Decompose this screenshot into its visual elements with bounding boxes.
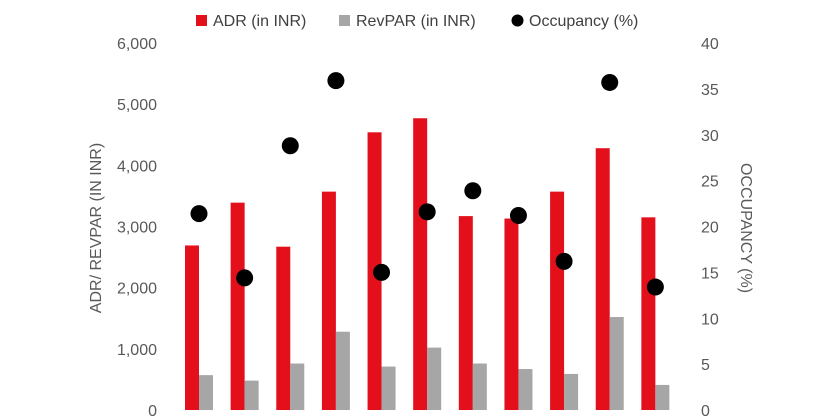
- y-axis-title-left: ADR/ REVPAR (IN INR): [88, 143, 105, 313]
- y2-tick-label: 10: [701, 311, 719, 328]
- revpar-bar: [381, 366, 396, 410]
- occupancy-point: [601, 73, 619, 91]
- y-axis-title-right: OCCUPANCY (%): [737, 163, 754, 293]
- y2-tick-label: 35: [701, 82, 719, 99]
- adr-bar: [276, 246, 291, 410]
- occupancy-point: [509, 206, 527, 224]
- adr-bar: [185, 245, 199, 410]
- occupancy-point: [327, 72, 345, 90]
- y2-tick-label: 0: [701, 403, 710, 417]
- legend-label: ADR (in INR): [213, 13, 306, 30]
- revpar-bar: [335, 331, 350, 410]
- occupancy-point: [373, 263, 391, 281]
- occupancy-point: [236, 269, 254, 287]
- occupancy-point: [555, 252, 573, 270]
- revpar-bar: [564, 373, 579, 410]
- occupancy-point: [464, 182, 482, 200]
- adr-bar: [550, 191, 565, 410]
- bars: [185, 118, 670, 411]
- legend-label: RevPAR (in INR): [356, 13, 476, 30]
- revpar-bar: [427, 347, 442, 410]
- y-axis-right: 0 5 10 15 20 25 30 35 40: [701, 36, 719, 417]
- adr-bar: [413, 118, 428, 411]
- adr-bar: [230, 202, 245, 410]
- adr-bar: [458, 216, 473, 410]
- y2-tick-label: 5: [701, 357, 710, 374]
- y2-tick-label: 20: [701, 220, 719, 237]
- y-tick-label: 3,000: [117, 220, 157, 237]
- y-tick-label: 0: [148, 403, 157, 417]
- y-tick-label: 2,000: [117, 281, 157, 298]
- y-tick-label: 4,000: [117, 158, 157, 175]
- occupancy-points: [190, 72, 664, 296]
- legend-adr-swatch: [196, 15, 207, 26]
- y2-tick-label: 30: [701, 128, 719, 145]
- adr-bar: [595, 148, 610, 410]
- revpar-bar: [244, 380, 259, 410]
- revpar-bar: [655, 384, 670, 410]
- occupancy-point: [418, 203, 436, 221]
- y-tick-label: 5,000: [117, 97, 157, 114]
- legend-revpar-swatch: [339, 15, 350, 26]
- legend-label: Occupancy (%): [529, 13, 638, 30]
- revpar-bar: [290, 363, 305, 410]
- legend: ADR (in INR) RevPAR (in INR) Occupancy (%): [196, 13, 638, 30]
- revpar-bar: [518, 369, 533, 410]
- adr-bar: [321, 191, 336, 410]
- revpar-bar: [199, 375, 213, 410]
- occupancy-point: [646, 278, 664, 296]
- adr-bar: [504, 218, 519, 410]
- legend-occupancy-marker: [511, 14, 524, 27]
- y2-tick-label: 40: [701, 36, 719, 53]
- occupancy-point: [281, 137, 299, 155]
- y-axis-left: 0 1,000 2,000 3,000 4,000 5,000 6,000: [117, 36, 157, 417]
- revpar-bar: [472, 363, 487, 410]
- y-tick-label: 1,000: [117, 342, 157, 359]
- adr-bar: [641, 217, 656, 410]
- y2-tick-label: 25: [701, 174, 719, 191]
- occupancy-point: [190, 205, 208, 223]
- revpar-bar: [609, 317, 624, 410]
- y2-tick-label: 15: [701, 265, 719, 282]
- y-tick-label: 6,000: [117, 36, 157, 53]
